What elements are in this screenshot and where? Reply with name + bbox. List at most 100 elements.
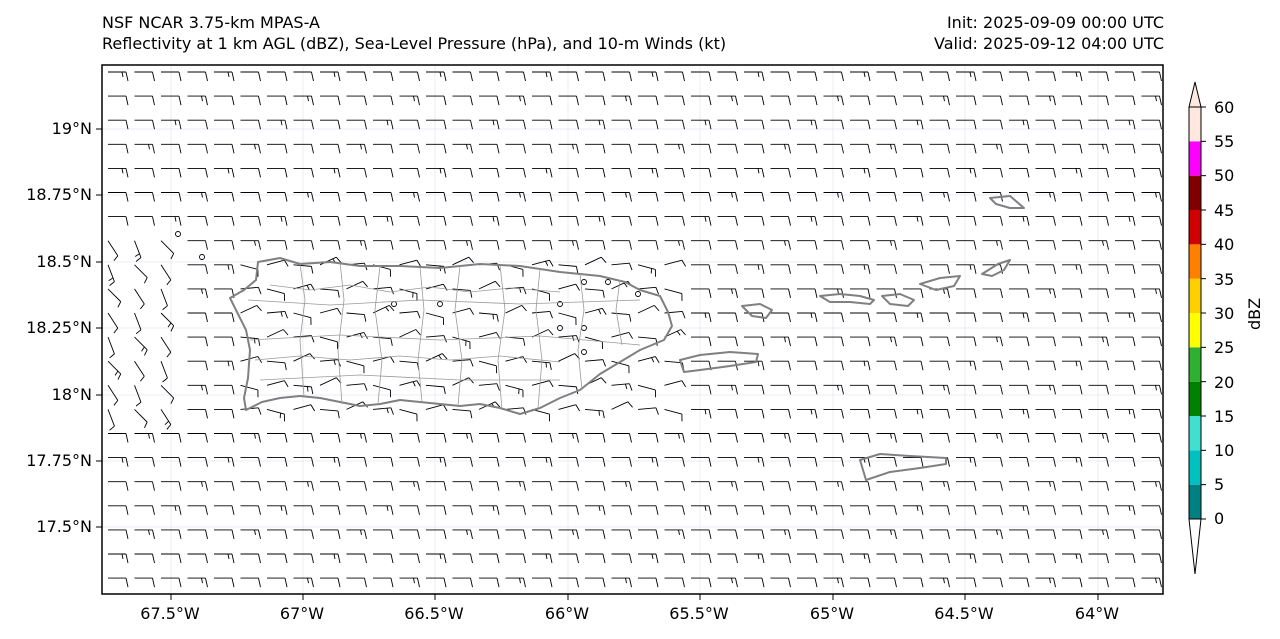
wind-barb — [240, 356, 263, 364]
wind-barb — [1088, 95, 1109, 106]
wind-barb — [108, 553, 129, 564]
wind-barb — [107, 385, 119, 406]
wind-barb — [876, 408, 897, 419]
wind-barb — [452, 433, 473, 443]
wind-barb — [876, 481, 897, 491]
wind-barb — [956, 143, 977, 154]
wind-barb — [637, 407, 659, 415]
wind-barb — [1035, 143, 1056, 154]
wind-barb — [320, 505, 341, 515]
wind-barb — [611, 95, 632, 106]
wind-barb — [691, 457, 712, 467]
colorbar-segment — [1189, 450, 1201, 485]
wind-barb — [531, 380, 554, 388]
wind-barb — [320, 71, 341, 82]
wind-barb — [187, 481, 208, 491]
wind-barb — [1088, 216, 1109, 226]
wind-barb — [134, 288, 145, 310]
wind-barb — [399, 240, 420, 250]
wind-barb — [107, 288, 122, 308]
wind-barb — [850, 95, 871, 106]
wind-barb — [161, 529, 182, 539]
wind-barb — [770, 288, 791, 298]
wind-barb — [1009, 457, 1030, 467]
wind-barb — [187, 240, 208, 250]
wind-barbs — [107, 71, 1162, 588]
wind-barb — [744, 577, 765, 588]
wind-barb — [1141, 143, 1162, 154]
wind-barb — [903, 505, 924, 515]
wind-barb — [187, 288, 208, 298]
wind-barb — [478, 383, 500, 391]
wind-barb — [691, 95, 712, 106]
wind-barb — [160, 240, 175, 260]
wind-barb — [1035, 553, 1056, 564]
wind-barb — [717, 553, 738, 564]
wind-barb — [1088, 336, 1109, 347]
wind-barb — [426, 505, 447, 515]
wind-barb — [1035, 481, 1056, 491]
wind-barb — [691, 71, 712, 82]
wind-barb — [691, 505, 712, 515]
wind-barb — [346, 71, 367, 82]
wind-barb — [584, 408, 605, 419]
wind-barb — [160, 312, 175, 332]
wind-barb — [717, 95, 738, 106]
wind-barb — [903, 95, 924, 106]
wind-barb — [425, 335, 447, 343]
wind-barb — [1141, 577, 1162, 588]
wind-barb — [876, 216, 897, 226]
wind-barb — [240, 119, 261, 130]
wind-barb — [426, 119, 447, 130]
wind-barb — [585, 240, 606, 250]
wind-barb — [1035, 240, 1056, 250]
wind-barb — [479, 505, 500, 515]
wind-barb — [929, 553, 950, 564]
wind-barb — [982, 119, 1003, 130]
wind-barb — [1088, 360, 1109, 371]
wind-barb — [956, 384, 977, 395]
colorbar-segment — [1189, 484, 1201, 519]
wind-barb — [982, 240, 1003, 250]
wind-barb — [876, 71, 897, 82]
wind-barb — [823, 336, 844, 347]
wind-barb — [240, 505, 261, 515]
wind-barb — [293, 143, 314, 154]
wind-barb — [160, 336, 172, 358]
wind-barb — [611, 505, 632, 515]
wind-barb — [929, 71, 950, 82]
wind-barb — [823, 360, 844, 371]
map-frame — [101, 64, 1164, 595]
wind-barb — [1115, 384, 1136, 395]
wind-barb — [584, 359, 606, 367]
wind-barb — [1009, 360, 1030, 371]
valid-time: Valid: 2025-09-12 04:00 UTC — [933, 34, 1164, 53]
wind-barb — [823, 577, 844, 588]
wind-barb — [293, 433, 314, 443]
wind-barb — [214, 553, 235, 564]
wind-barb — [770, 216, 791, 226]
wind-barb — [320, 167, 341, 178]
municipality-borders — [247, 261, 641, 411]
wind-barb — [982, 505, 1003, 515]
wind-barb — [903, 240, 924, 250]
wind-barb — [850, 119, 871, 130]
colorbar-tick-label: 15 — [1214, 407, 1235, 426]
wind-barb — [293, 529, 314, 539]
wind-barb — [797, 240, 818, 250]
wind-barb — [532, 577, 553, 588]
wind-barb — [161, 216, 182, 226]
wind-barb — [399, 529, 420, 539]
wind-barb — [611, 401, 633, 410]
wind-barb — [532, 529, 553, 539]
wind-barb — [558, 312, 577, 325]
wind-barb — [452, 457, 473, 467]
lat-tick-label: 18.5°N — [36, 252, 92, 271]
wind-barb — [717, 312, 738, 323]
wind-barb — [266, 310, 288, 319]
colorbar-segment — [1189, 278, 1201, 313]
wind-barb — [319, 288, 340, 298]
wind-barb — [691, 336, 712, 347]
wind-barb — [929, 264, 950, 274]
